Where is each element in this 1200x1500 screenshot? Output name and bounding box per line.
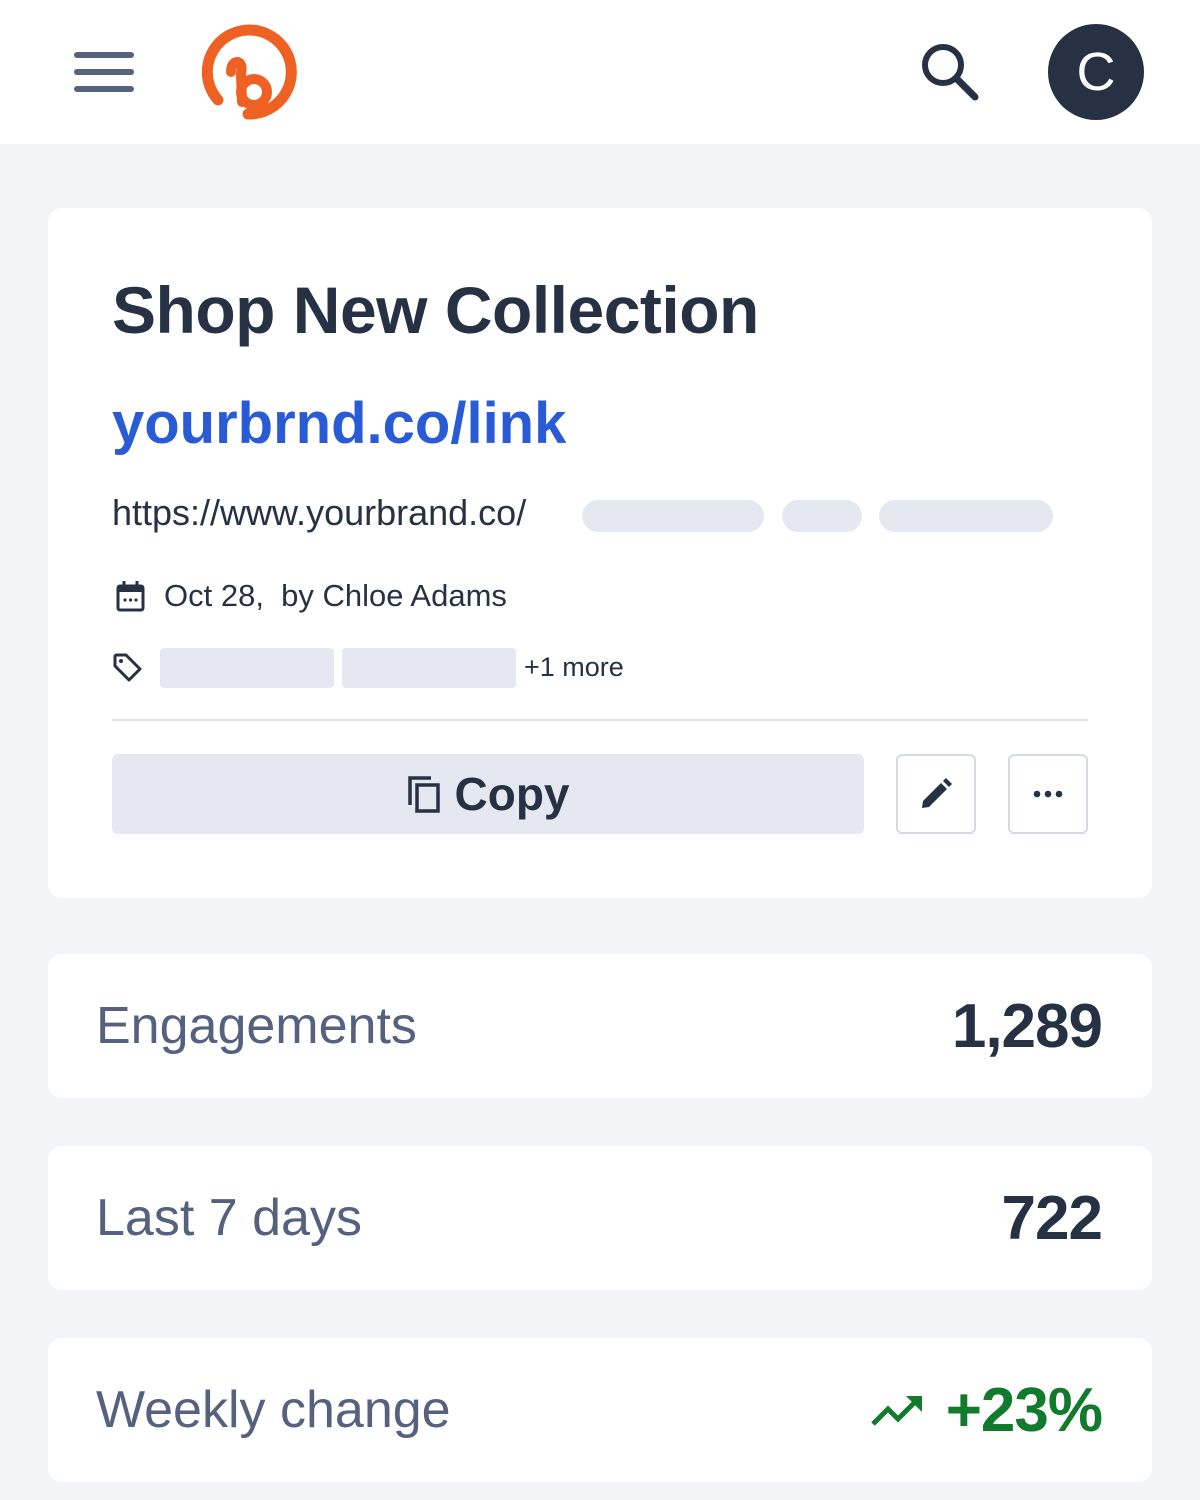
more-tags[interactable]: +1 more	[524, 652, 624, 682]
hamburger-menu-icon[interactable]	[74, 50, 134, 94]
stat-label: Last 7 days	[96, 1189, 362, 1247]
bitly-logo[interactable]	[198, 22, 298, 122]
ellipsis-icon	[1033, 790, 1063, 798]
user-avatar[interactable]: C	[1048, 24, 1144, 120]
created-date: Oct 28,	[164, 578, 264, 613]
stat-label: Weekly change	[96, 1381, 451, 1439]
trending-up-icon	[870, 1396, 922, 1426]
stat-value-container: +23%	[870, 1375, 1103, 1446]
url-placeholder	[582, 500, 764, 532]
tag-icon	[113, 653, 142, 682]
stat-value: 1,289	[951, 991, 1103, 1061]
created-meta: Oct 28, by Chloe Adams	[164, 578, 507, 614]
stat-value: +23%	[945, 1375, 1103, 1445]
author: by Chloe Adams	[281, 578, 507, 613]
copy-label: Copy	[454, 768, 570, 820]
divider	[112, 719, 1088, 721]
link-card: Shop New Collection yourbrnd.co/link htt…	[48, 208, 1152, 898]
more-options-button[interactable]	[1008, 754, 1088, 834]
calendar-icon	[116, 581, 145, 612]
tag-placeholder[interactable]	[342, 648, 516, 688]
copy-icon	[407, 776, 440, 813]
pencil-icon	[922, 778, 952, 808]
short-url-link[interactable]: yourbrnd.co/link	[112, 391, 567, 456]
stat-weekly-change: Weekly change +23%	[48, 1338, 1152, 1482]
stat-engagements: Engagements 1,289	[48, 954, 1152, 1098]
link-title: Shop New Collection	[112, 273, 759, 347]
edit-button[interactable]	[896, 754, 976, 834]
stat-value: 722	[1001, 1183, 1103, 1253]
url-placeholder	[879, 500, 1053, 532]
url-placeholder	[782, 500, 862, 532]
stat-label: Engagements	[96, 997, 417, 1055]
search-icon[interactable]	[920, 42, 982, 102]
long-url[interactable]: https://www.yourbrand.co/	[112, 492, 527, 533]
stat-last-7-days: Last 7 days 722	[48, 1146, 1152, 1290]
top-bar: C	[0, 0, 1200, 144]
tag-placeholder[interactable]	[160, 648, 334, 688]
copy-button[interactable]: Copy	[112, 754, 864, 834]
